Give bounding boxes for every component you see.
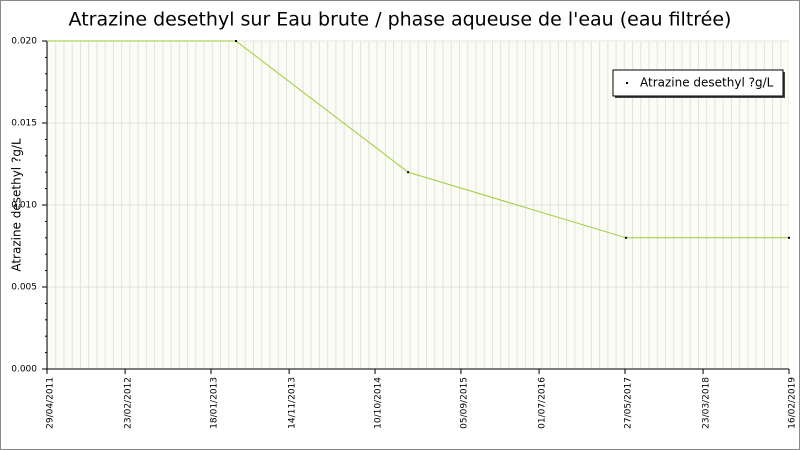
- y-tick-label: 0.005: [11, 283, 37, 293]
- data-point: [625, 236, 628, 239]
- data-point: [407, 171, 410, 174]
- x-tick-label: 01/07/2016: [538, 377, 548, 429]
- x-tick-label: 18/01/2013: [210, 377, 220, 429]
- y-tick-label: 0.010: [11, 201, 37, 211]
- y-tick-label: 0.015: [11, 119, 37, 129]
- y-tick-label: 0.020: [11, 37, 37, 47]
- legend-swatch: [626, 82, 628, 84]
- legend-box: [612, 69, 784, 97]
- data-point: [788, 236, 790, 239]
- x-tick-label: 05/09/2015: [459, 377, 469, 429]
- x-tick-label: 23/03/2018: [702, 377, 712, 429]
- x-tick-label: 23/02/2012: [124, 377, 134, 429]
- x-tick-label: 10/10/2014: [374, 377, 384, 429]
- chart-title: Atrazine desethyl sur Eau brute / phase …: [69, 9, 732, 31]
- y-tick-label: 0.000: [11, 365, 37, 375]
- legend-label: Atrazine desethyl ?g/L: [640, 76, 774, 90]
- x-tick-label: 16/02/2019: [788, 377, 798, 429]
- x-tick-label: 27/05/2017: [623, 377, 633, 429]
- y-axis-title: Atrazine desethyl ?g/L: [10, 138, 24, 272]
- data-point: [235, 40, 238, 42]
- x-tick-label: 29/04/2011: [46, 377, 56, 429]
- x-tick-label: 14/11/2013: [288, 377, 298, 429]
